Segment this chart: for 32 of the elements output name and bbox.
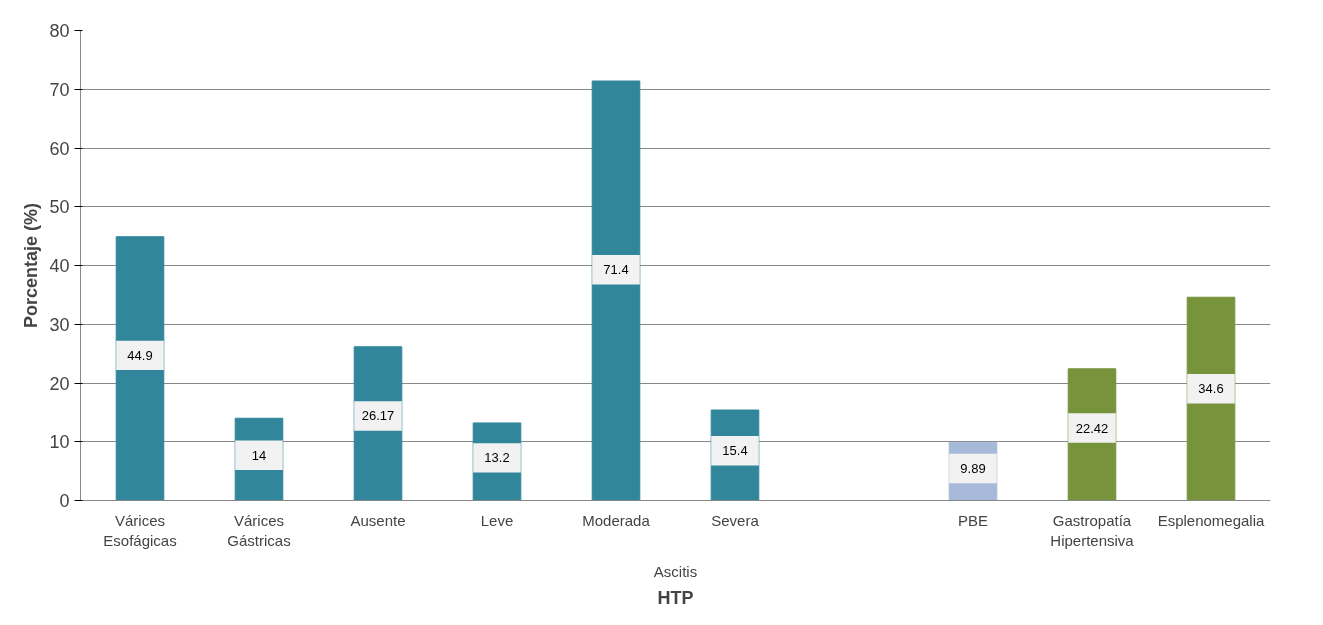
- y-tick-label: 80: [49, 21, 70, 41]
- y-tick-label: 40: [49, 256, 70, 276]
- x-tick-label: Várices Esofágicas: [103, 511, 177, 549]
- data-label: 34.6: [1198, 381, 1224, 397]
- data-label: 26.17: [361, 408, 395, 424]
- data-label: 44.9: [127, 347, 153, 363]
- x-axis-title: HTP: [657, 587, 694, 608]
- x-tick-label: Esplenomegalia: [1157, 511, 1266, 529]
- y-tick-label: 20: [49, 373, 70, 394]
- y-tick-label: 70: [49, 79, 70, 100]
- text: Ascitis: [653, 562, 698, 580]
- data-label: 9.89: [960, 461, 986, 477]
- data-label: 14: [251, 447, 267, 463]
- data-label: 71.4: [603, 262, 629, 278]
- y-tick-label: 60: [49, 138, 70, 159]
- x-tick-label: Leve: [480, 511, 514, 529]
- y-tick-label: 30: [49, 314, 70, 335]
- x-tick-label: Moderada: [582, 511, 651, 529]
- x-tick-label: PBE: [957, 511, 989, 529]
- y-tick-label: 10: [49, 432, 70, 453]
- data-label: 15.4: [722, 443, 748, 459]
- x-tick-label: Gastropatía Hipertensiva: [1050, 511, 1135, 549]
- x-tick-label: Severa: [711, 511, 760, 529]
- bar: [115, 236, 165, 501]
- x-tick-label: Ausente: [350, 511, 406, 529]
- y-tick-label: 0: [59, 491, 70, 511]
- data-label: 22.42: [1075, 420, 1109, 436]
- x-tick-label: Várices Gástricas: [227, 511, 291, 549]
- y-tick-label: 50: [49, 197, 70, 218]
- y-axis-title: Porcentaje (%): [21, 202, 42, 329]
- data-label: 13.2: [484, 450, 510, 466]
- bar: [591, 80, 641, 501]
